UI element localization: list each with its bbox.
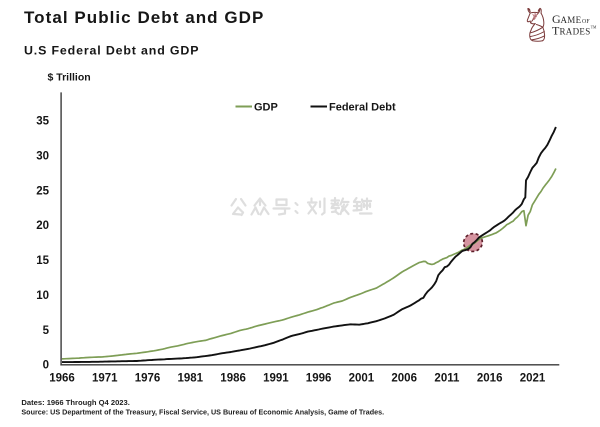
svg-text:35: 35	[36, 116, 49, 128]
svg-text:10: 10	[36, 290, 49, 302]
svg-text:Dates: 1966 Through Q4 2023.: Dates: 1966 Through Q4 2023.	[21, 398, 129, 407]
svg-text:1966: 1966	[49, 373, 75, 385]
svg-text:2011: 2011	[434, 373, 460, 385]
svg-text:2006: 2006	[391, 373, 417, 385]
svg-text:Total Public Debt and GDP: Total Public Debt and GDP	[24, 8, 264, 27]
svg-text:TM: TM	[591, 25, 597, 29]
svg-text:$ Trillion: $ Trillion	[48, 72, 91, 84]
svg-text:20: 20	[36, 220, 49, 232]
svg-text:2001: 2001	[349, 373, 375, 385]
svg-text:OF: OF	[582, 19, 590, 25]
svg-text:30: 30	[36, 151, 49, 163]
svg-text:Source: US Department of the T: Source: US Department of the Treasury, F…	[21, 407, 384, 416]
svg-text:AME: AME	[561, 15, 582, 25]
svg-text:1986: 1986	[220, 373, 246, 385]
svg-text:15: 15	[36, 255, 49, 267]
svg-text:RADES: RADES	[560, 27, 591, 37]
svg-text:Federal Debt: Federal Debt	[329, 102, 396, 114]
svg-text:1971: 1971	[92, 373, 118, 385]
svg-text:1976: 1976	[135, 373, 161, 385]
svg-text:T: T	[552, 24, 560, 38]
svg-text:25: 25	[36, 185, 49, 197]
svg-text:G: G	[552, 12, 561, 26]
svg-text:U.S Federal Debt and GDP: U.S Federal Debt and GDP	[24, 44, 199, 58]
svg-text:1991: 1991	[263, 373, 289, 385]
svg-text:2016: 2016	[477, 373, 503, 385]
svg-text:2021: 2021	[520, 373, 546, 385]
svg-text:1981: 1981	[178, 373, 204, 385]
svg-text:GDP: GDP	[254, 102, 278, 114]
svg-text:0: 0	[43, 360, 49, 372]
svg-text:1996: 1996	[306, 373, 332, 385]
svg-text:5: 5	[43, 325, 50, 337]
